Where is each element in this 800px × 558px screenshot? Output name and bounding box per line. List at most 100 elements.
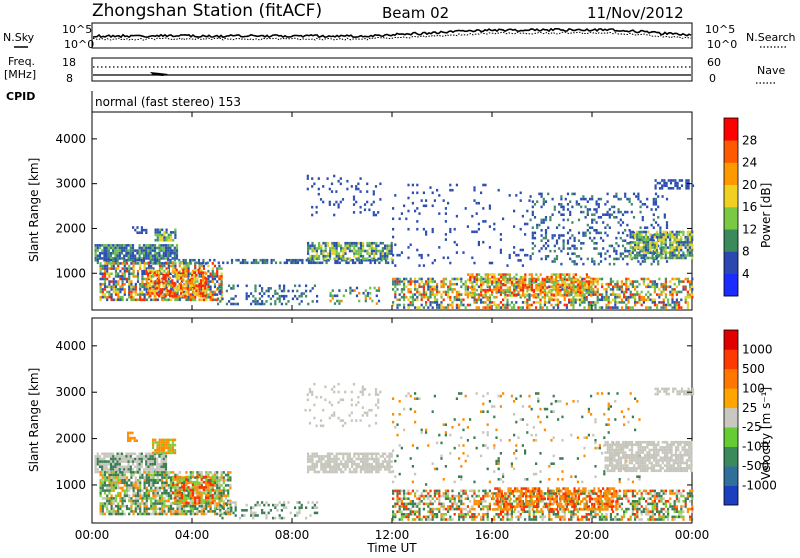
echo-cell [676,231,678,234]
echo-cell [261,512,263,515]
echo-cell [607,250,609,253]
echo-cell [100,299,102,302]
echo-cell [674,301,676,304]
echo-cell [662,195,664,198]
echo-cell [602,247,604,250]
echo-cell [207,296,209,299]
echo-cell [403,283,405,286]
echo-cell [679,179,681,182]
echo-cell [216,471,218,474]
echo-cell [179,262,181,265]
echo-cell [517,259,519,262]
echo-cell [129,439,131,442]
echo-cell [143,229,145,232]
echo-cell [609,213,611,216]
echo-cell [587,200,589,203]
echo-cell [429,286,431,289]
echo-cell [416,220,418,223]
echo-cell [154,292,156,295]
echo-cell [396,283,398,286]
echo-cell [230,509,232,512]
echo-cell [478,228,480,231]
echo-cell [296,512,298,515]
freq-label-line1: Freq. [8,55,35,68]
echo-cell [204,287,206,290]
echo-cell [218,497,220,500]
echo-cell [682,288,684,291]
echo-cell [687,252,689,255]
echo-cell [119,495,121,498]
echo-cell [161,229,163,232]
echo-cell [351,185,353,188]
echo-cell [250,512,252,515]
echo-cell [100,484,102,487]
echo-cell [649,293,651,296]
echo-cell [205,484,207,487]
echo-cell [682,252,684,255]
echo-cell [353,203,355,206]
echo-cell [139,487,141,490]
echo-cell [544,281,546,284]
echo-cell [578,255,580,258]
echo-cell [130,453,132,456]
echo-cell [124,497,126,500]
echo-cell [674,304,676,307]
echo-cell [432,280,434,283]
echo-cell [174,247,176,250]
echo-cell [460,278,462,281]
echo-cell [654,249,656,252]
echo-cell [421,278,423,281]
echo-cell [571,260,573,263]
echo-cell [601,278,603,281]
echo-cell [349,250,351,253]
echo-cell [144,262,146,265]
echo-cell [196,280,198,283]
echo-cell [663,257,665,260]
echo-cell [130,474,132,477]
colorbar-swatch [724,274,738,297]
echo-cell [610,288,612,291]
echo-cell [196,489,198,492]
echo-cell [166,479,168,482]
echo-cell [173,269,175,272]
echo-cell [113,471,115,474]
echo-cell [139,293,141,296]
echo-cell [568,289,570,292]
echo-cell [149,295,151,298]
echo-cell [272,504,274,507]
echo-cell [150,259,152,262]
echo-cell [154,455,156,458]
echo-cell [174,299,176,302]
echo-cell [117,275,119,278]
echo-cell [130,466,132,469]
echo-cell [403,296,405,299]
echo-cell [476,273,478,276]
echo-cell [133,275,135,278]
echo-cell [436,293,438,296]
echo-cell [201,499,203,502]
echo-cell [188,495,190,498]
echo-cell [363,292,365,295]
echo-cell [535,286,537,289]
echo-cell [199,471,201,474]
echo-cell [549,219,551,222]
echo-cell [440,296,442,299]
echo-cell [194,296,196,299]
echo-cell [165,458,167,461]
echo-cell [174,234,176,237]
echo-cell [679,187,681,190]
echo-cell [614,306,616,309]
echo-cell [667,286,669,289]
echo-cell [394,283,396,286]
echo-cell [677,184,679,187]
echo-cell [500,301,502,304]
echo-cell [126,278,128,281]
echo-cell [489,301,491,304]
echo-cell [403,205,405,208]
echo-cell [546,292,548,295]
echo-cell [114,255,116,258]
echo-cell [130,291,132,294]
echo-cell [522,286,524,289]
echo-cell [131,437,133,440]
echo-cell [176,257,178,260]
